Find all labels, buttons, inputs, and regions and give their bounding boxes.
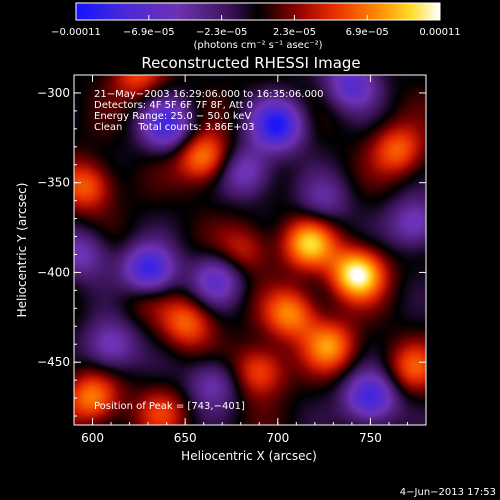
x-tick-label: 600 (81, 431, 104, 445)
y-tick-label: −300 (37, 86, 70, 100)
annotation-line: 21−May−2003 16:29:06.000 to 16:35:06.000 (94, 89, 324, 100)
peak-position-label: Position of Peak = [743,−401] (94, 401, 245, 412)
annotations: 21−May−2003 16:29:06.000 to 16:35:06.000… (94, 89, 324, 133)
colorbar-tick-label: 0.00011 (419, 27, 460, 38)
colorbar-frame (75, 2, 441, 21)
chart-title: Reconstructed RHESSI Image (141, 54, 360, 72)
colorbar-unit-label: (photons cm⁻² s⁻¹ asec⁻²) (193, 40, 322, 51)
x-tick-label: 750 (359, 431, 382, 445)
colorbar-tick-label: −2.3e−05 (196, 27, 248, 38)
x-tick-label: 700 (266, 431, 289, 445)
heatmap (74, 75, 426, 425)
plot-area: 600 650 700 750 −300 −350 −400 −450 (37, 74, 427, 445)
y-tick-label: −350 (37, 176, 70, 190)
colorbar-gradient (76, 3, 440, 20)
annotation-line: Clean Total counts: 3.86E+03 (94, 122, 254, 133)
colorbar-tick-label: −0.00011 (51, 27, 101, 38)
x-axis-ticks: 600 650 700 750 (73, 75, 427, 445)
annotation-line: Energy Range: 25.0 − 50.0 keV (94, 111, 251, 122)
colorbar: −0.00011 −6.9e−05 −2.3e−05 2.3e−05 6.9e−05 0.… (51, 2, 461, 51)
y-tick-label: −450 (37, 355, 70, 369)
plot-frame (73, 74, 427, 426)
colorbar-tick-label: −6.9e−05 (123, 27, 175, 38)
colorbar-tick-label: 2.3e−05 (273, 27, 316, 38)
annotation-line: Detectors: 4F 5F 6F 7F 8F, Att 0 (94, 100, 253, 111)
y-axis-label: Heliocentric Y (arcsec) (15, 183, 29, 318)
y-tick-label: −400 (37, 265, 70, 279)
y-axis-ticks: −300 −350 −400 −450 (37, 74, 426, 417)
x-axis-label: Heliocentric X (arcsec) (181, 449, 317, 463)
colorbar-ticks: −0.00011 −6.9e−05 −2.3e−05 2.3e−05 6.9e−05 0.… (51, 15, 461, 38)
colorbar-tick-label: 6.9e−05 (346, 27, 389, 38)
footer-timestamp: 4−Jun−2013 17:53 (400, 487, 496, 498)
x-tick-label: 650 (174, 431, 197, 445)
